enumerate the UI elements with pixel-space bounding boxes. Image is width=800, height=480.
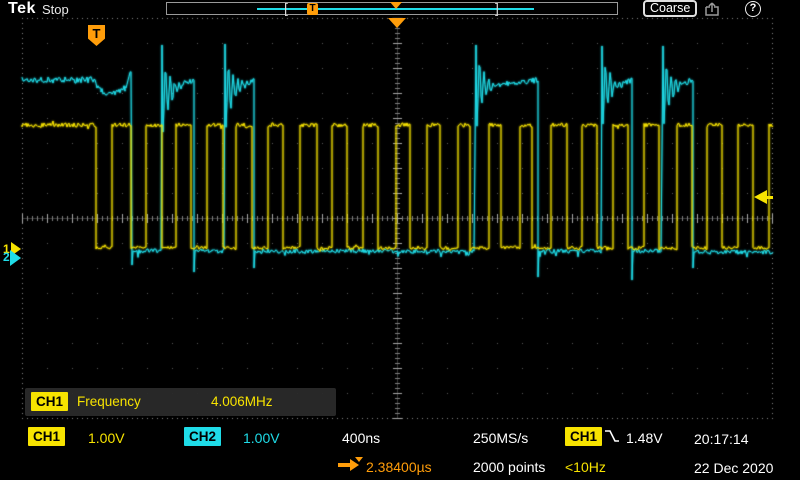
- clock-time: 20:17:14: [694, 431, 749, 447]
- ch1-marker-label: 1: [3, 242, 10, 256]
- ch1-badge: CH1: [28, 427, 66, 446]
- trigger-source-badge: CH1: [565, 427, 603, 446]
- record-length: 2000 points: [473, 459, 546, 475]
- trigger-position-flag-icon: T: [307, 3, 318, 15]
- record-line: [257, 8, 534, 10]
- ch1-marker-arrow-icon: [11, 242, 21, 256]
- ch2-marker-label: 2: [3, 250, 10, 264]
- trigger-level-arrow-icon: [754, 190, 767, 204]
- trigger-slope-falling-icon: [605, 430, 619, 442]
- trigger-level-arrow-tail: [767, 196, 773, 199]
- trigger-level-marker[interactable]: [754, 190, 773, 205]
- sample-rate: 250MS/s: [473, 430, 529, 446]
- measurement-readout: CH1 Frequency 4.006MHz: [25, 388, 336, 416]
- measurement-name: Frequency: [77, 394, 141, 409]
- record-view-bar: [ ] T: [166, 0, 618, 16]
- window-bracket-left: [: [284, 0, 288, 16]
- ch2-marker-arrow-icon: [10, 250, 21, 266]
- trigger-level-readout: 1.48V: [626, 430, 663, 446]
- measurement-value: 4.006MHz: [211, 394, 273, 409]
- tek-logo: Tek: [8, 0, 36, 17]
- trigger-frequency: <10Hz: [565, 459, 606, 475]
- delay-arrow-icon: [338, 457, 363, 471]
- time-per-div: 400ns: [342, 430, 381, 446]
- expansion-point-triangle-icon: [388, 18, 406, 28]
- window-bracket-right: ]: [495, 0, 499, 16]
- measurement-source-badge: CH1: [31, 392, 69, 411]
- trigger-marker-triangle-icon: [390, 2, 402, 9]
- help-icon[interactable]: ?: [745, 1, 761, 17]
- status-bar: CH1 1.00V CH2 1.00V 400ns 250MS/s CH1 1.…: [0, 420, 800, 480]
- ch2-badge: CH2: [184, 427, 222, 446]
- clock-date: 22 Dec 2020: [694, 460, 774, 476]
- ch2-scale: 1.00V: [243, 430, 280, 446]
- save-icon[interactable]: [702, 1, 722, 17]
- coarse-knob-indicator: Coarse: [643, 0, 698, 17]
- acquisition-status: Stop: [42, 2, 69, 17]
- ch1-scale: 1.00V: [88, 430, 125, 446]
- delay-time: 2.38400µs: [366, 459, 432, 475]
- trigger-position-flag[interactable]: T: [88, 25, 105, 46]
